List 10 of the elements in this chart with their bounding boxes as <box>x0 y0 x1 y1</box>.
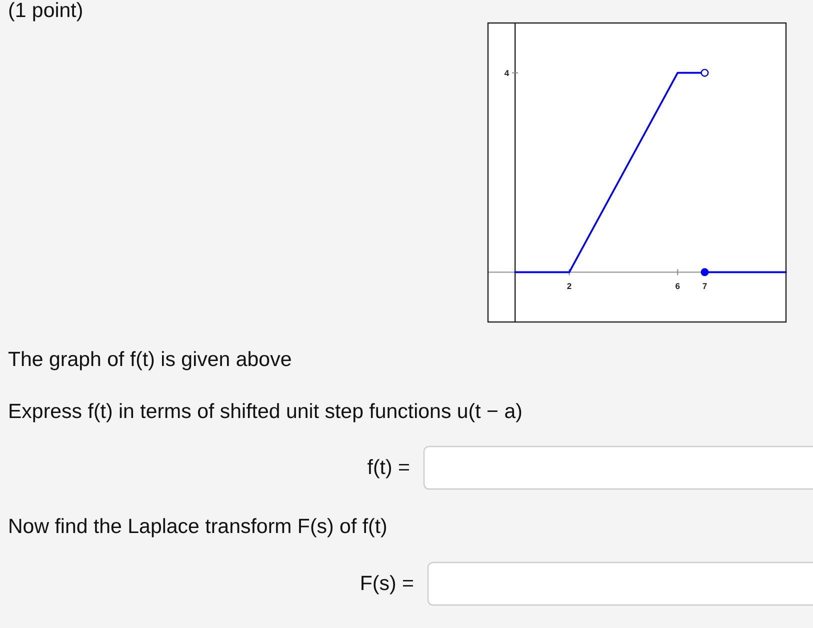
text: f(t) = <box>367 456 410 479</box>
annotation: 4 <box>504 68 510 78</box>
text: Express f(t) in terms of shifted unit step functions u(t − a) <box>8 400 522 423</box>
text: F(s) = <box>360 572 414 595</box>
x-tick-label: 2 <box>566 281 572 292</box>
text: Now find the Laplace transform F(s) of f(t) <box>8 515 388 538</box>
x-tick-label: 7 <box>702 281 708 292</box>
text: The graph of f(t) is given above <box>8 348 292 371</box>
x-tick-label: 6 <box>675 281 680 292</box>
text: (1 point) <box>8 0 84 22</box>
